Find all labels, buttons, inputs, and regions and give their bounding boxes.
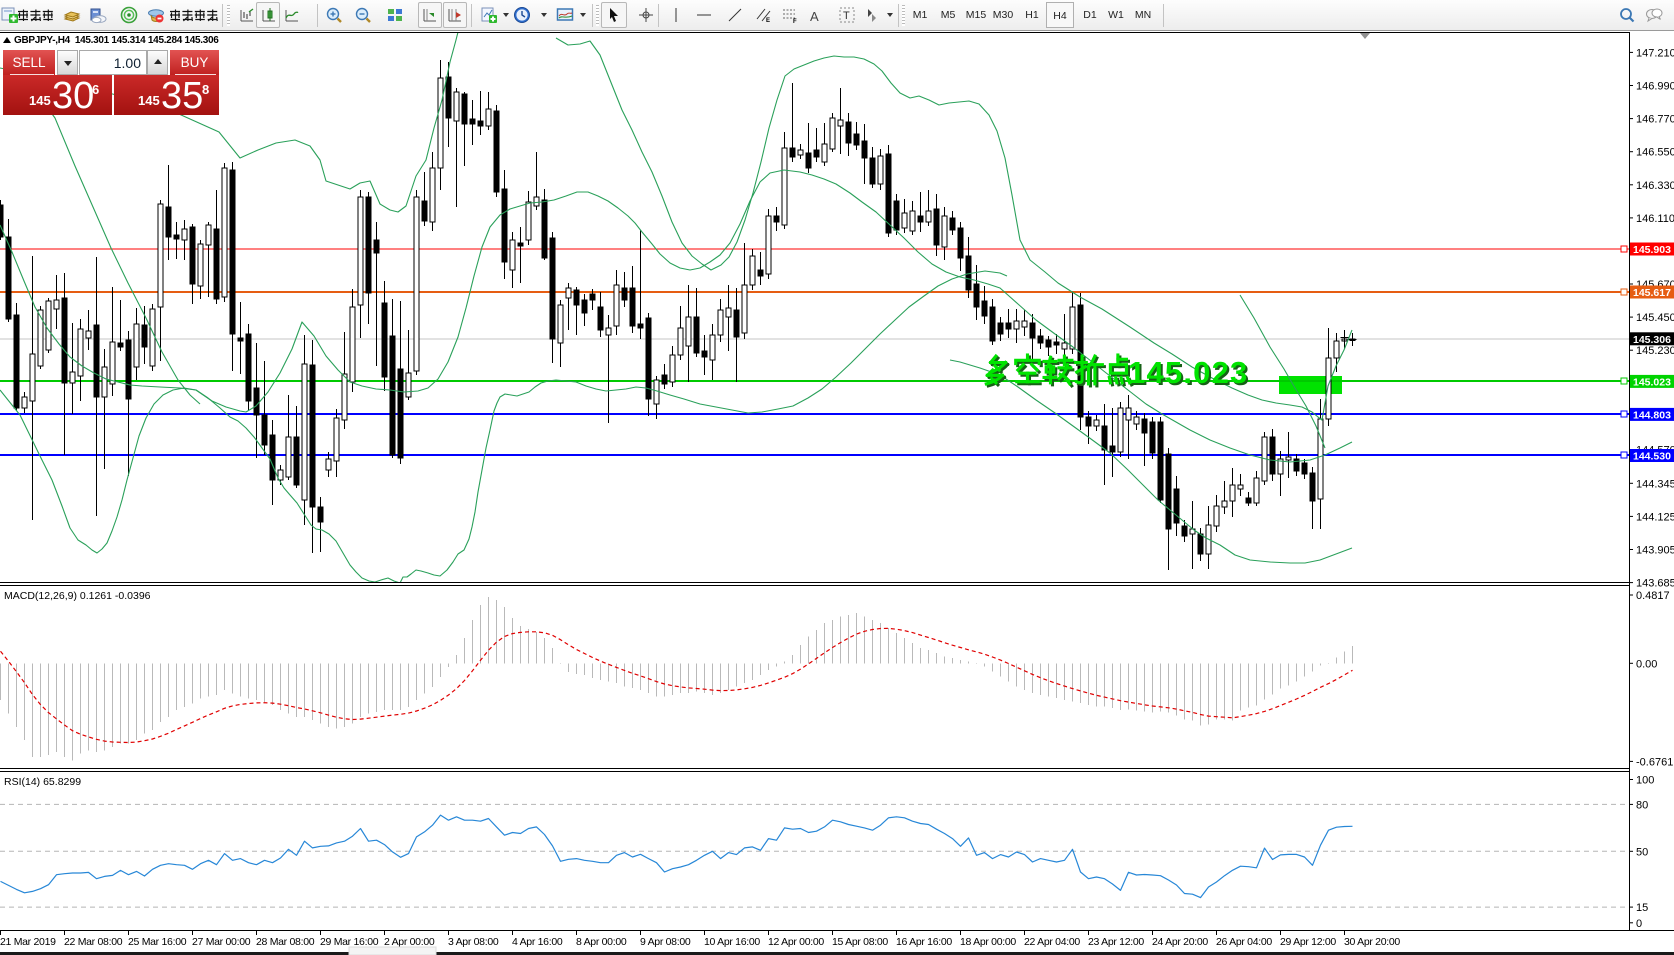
svg-text:100: 100 xyxy=(1636,775,1654,787)
svg-text:146.330: 146.330 xyxy=(1636,180,1674,192)
svg-text:23 Apr 12:00: 23 Apr 12:00 xyxy=(1088,936,1144,948)
svg-text:16 Apr 16:00: 16 Apr 16:00 xyxy=(896,936,952,948)
svg-text:15: 15 xyxy=(1636,902,1648,914)
svg-text:0.4817: 0.4817 xyxy=(1636,590,1670,602)
svg-text:146.550: 146.550 xyxy=(1636,147,1674,159)
svg-text:2 Apr 00:00: 2 Apr 00:00 xyxy=(384,936,435,948)
svg-text:145.450: 145.450 xyxy=(1636,312,1674,324)
svg-text:144.803: 144.803 xyxy=(1633,409,1671,421)
svg-text:146.990: 146.990 xyxy=(1636,81,1674,93)
svg-text:145.617: 145.617 xyxy=(1633,287,1671,299)
svg-text:T: T xyxy=(843,10,850,22)
svg-text:8 Apr 00:00: 8 Apr 00:00 xyxy=(576,936,627,948)
svg-text:145.306: 145.306 xyxy=(1633,334,1671,346)
svg-text:27 Mar 00:00: 27 Mar 00:00 xyxy=(192,936,251,948)
svg-text:0.00: 0.00 xyxy=(1636,658,1657,670)
svg-text:143.685: 143.685 xyxy=(1636,578,1674,590)
svg-text:145.023: 145.023 xyxy=(1128,355,1248,390)
svg-text:RSI(14) 65.8299: RSI(14) 65.8299 xyxy=(4,776,81,788)
svg-text:9 Apr 08:00: 9 Apr 08:00 xyxy=(640,936,691,948)
svg-text:145.903: 145.903 xyxy=(1633,244,1671,256)
svg-text:15 Apr 08:00: 15 Apr 08:00 xyxy=(832,936,888,948)
svg-text:29 Apr 12:00: 29 Apr 12:00 xyxy=(1280,936,1336,948)
svg-text:145.023: 145.023 xyxy=(1633,376,1671,388)
svg-text:4 Apr 16:00: 4 Apr 16:00 xyxy=(512,936,563,948)
svg-text:80: 80 xyxy=(1636,799,1648,811)
svg-text:50: 50 xyxy=(1636,846,1648,858)
svg-text:18 Apr 00:00: 18 Apr 00:00 xyxy=(960,936,1016,948)
svg-text:MACD(12,26,9) 0.1261 -0.0396: MACD(12,26,9) 0.1261 -0.0396 xyxy=(4,590,151,602)
svg-text:144.125: 144.125 xyxy=(1636,511,1674,523)
svg-text:144.530: 144.530 xyxy=(1633,451,1671,463)
svg-text:24 Apr 20:00: 24 Apr 20:00 xyxy=(1152,936,1208,948)
svg-text:12 Apr 00:00: 12 Apr 00:00 xyxy=(768,936,824,948)
svg-text:147.210: 147.210 xyxy=(1636,47,1674,59)
svg-text:146.110: 146.110 xyxy=(1636,213,1674,225)
svg-text:145.230: 145.230 xyxy=(1636,345,1674,357)
svg-text:28 Mar 08:00: 28 Mar 08:00 xyxy=(256,936,315,948)
svg-text:30 Apr 20:00: 30 Apr 20:00 xyxy=(1344,936,1400,948)
svg-text:-0.6761: -0.6761 xyxy=(1636,756,1673,768)
svg-text:3 Apr 08:00: 3 Apr 08:00 xyxy=(448,936,499,948)
svg-text:26 Apr 04:00: 26 Apr 04:00 xyxy=(1216,936,1272,948)
svg-text:E: E xyxy=(766,18,770,24)
svg-text:22 Mar 08:00: 22 Mar 08:00 xyxy=(64,936,123,948)
svg-text:145.023: 145.023 xyxy=(1130,357,1250,392)
svg-text:146.770: 146.770 xyxy=(1636,114,1674,126)
svg-text:144.345: 144.345 xyxy=(1636,478,1674,490)
svg-text:22 Apr 04:00: 22 Apr 04:00 xyxy=(1024,936,1080,948)
svg-text:0: 0 xyxy=(1636,918,1642,930)
svg-text:10 Apr 16:00: 10 Apr 16:00 xyxy=(704,936,760,948)
svg-text:143.905: 143.905 xyxy=(1636,545,1674,557)
svg-text:29 Mar 16:00: 29 Mar 16:00 xyxy=(320,936,379,948)
svg-text:21 Mar 2019: 21 Mar 2019 xyxy=(0,936,56,948)
svg-text:F: F xyxy=(793,19,797,24)
svg-text:25 Mar 16:00: 25 Mar 16:00 xyxy=(128,936,187,948)
